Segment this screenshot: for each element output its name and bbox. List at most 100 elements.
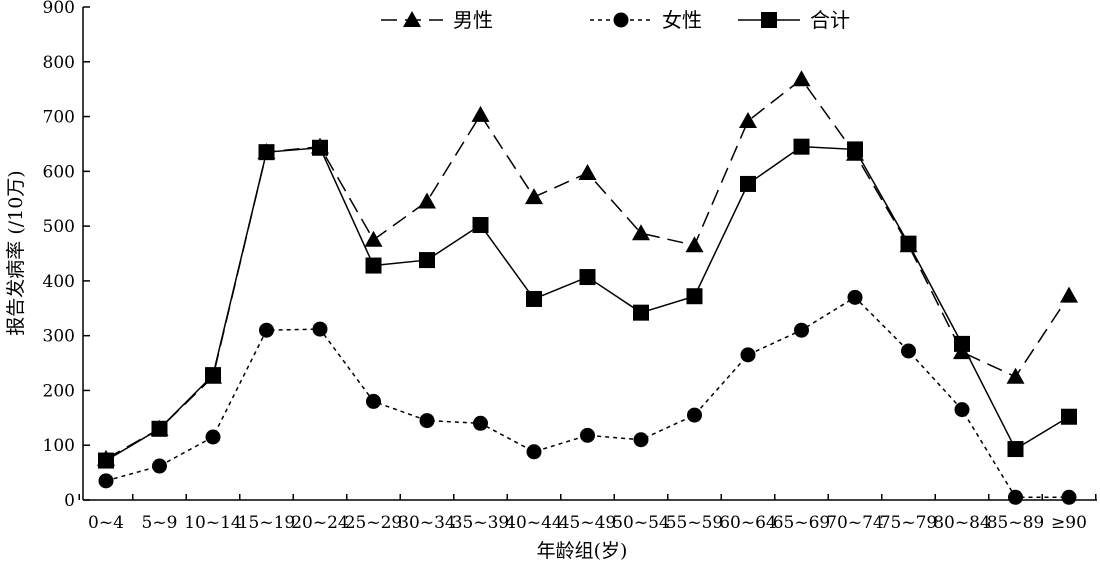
data-point-circle (312, 321, 328, 337)
data-point-triangle (632, 224, 650, 241)
y-tick-label: 700 (43, 108, 75, 128)
data-point-triangle (685, 236, 704, 253)
data-point-circle (794, 322, 809, 338)
data-point-circle (366, 393, 381, 409)
data-point-square (900, 235, 917, 252)
y-tick-label: 500 (43, 217, 75, 237)
data-point-circle (740, 347, 756, 363)
x-tick-label: 75~79 (880, 513, 938, 533)
data-point-square (633, 304, 649, 321)
legend-marker-triangle (403, 11, 421, 27)
data-point-square (419, 252, 435, 269)
data-point-square (472, 217, 489, 234)
x-tick-label: 30~34 (398, 513, 456, 533)
data-point-triangle (1006, 367, 1025, 384)
data-point-circle (259, 322, 274, 338)
legend-marker-square (761, 12, 777, 28)
series-square (98, 138, 1077, 469)
data-point-triangle (525, 188, 543, 205)
data-point-square (1007, 441, 1024, 458)
y-tick-label: 400 (43, 272, 75, 292)
legend-marker-circle (613, 12, 629, 28)
x-tick-label: 20~24 (291, 513, 349, 533)
x-axis-title: 年龄组(岁) (537, 540, 628, 562)
data-point-square (740, 175, 756, 192)
data-point-square (954, 335, 970, 352)
data-point-triangle (739, 111, 757, 128)
legend-item: 女性 (590, 8, 702, 32)
data-point-circle (1008, 489, 1023, 505)
x-tick-label: 50~54 (612, 513, 670, 533)
axes (82, 7, 1097, 501)
data-point-square (847, 141, 863, 158)
data-point-circle (847, 289, 863, 305)
x-tick-label: 45~49 (559, 513, 617, 533)
data-point-square (205, 367, 221, 384)
x-tick-label: ≥90 (1051, 513, 1087, 533)
legend-item: 合计 (738, 8, 850, 32)
data-point-circle (205, 429, 221, 445)
data-point-circle (687, 407, 702, 423)
data-point-square (151, 420, 168, 437)
x-tick-label: 35~39 (452, 513, 510, 533)
legend: 男性 女性 合计 (381, 8, 850, 32)
data-point-square (98, 452, 114, 469)
data-point-square (793, 138, 810, 155)
data-point-square (1061, 408, 1077, 425)
x-tick-label: 85~89 (987, 513, 1045, 533)
data-point-circle (580, 427, 595, 443)
data-point-circle (526, 444, 542, 460)
data-point-circle (419, 413, 435, 429)
x-tick-label: 55~59 (666, 513, 724, 533)
series-line (105, 296, 1069, 499)
data-point-triangle (364, 230, 383, 247)
x-tick-label: 40~44 (505, 513, 563, 533)
data-point-triangle (578, 163, 597, 180)
data-point-circle (1061, 489, 1077, 505)
series-line (105, 145, 1070, 462)
legend-label: 男性 (453, 8, 493, 32)
y-tick-label: 600 (43, 162, 75, 182)
legend-label: 合计 (810, 8, 850, 32)
y-axis-ticks: 0 100 200 300 400 500 600 700 800 900 (43, 0, 90, 511)
data-point-square (579, 269, 596, 286)
x-tick-label: 5~9 (142, 513, 178, 533)
y-axis-title: 报告发病率 (/10万) (5, 170, 27, 335)
x-tick-label: 0~4 (88, 513, 124, 533)
data-point-circle (152, 458, 167, 474)
series-circle (98, 289, 1077, 505)
x-tick-label: 70~74 (826, 513, 884, 533)
x-tick-label: 60~64 (719, 513, 777, 533)
data-point-square (258, 144, 275, 161)
x-tick-label: 15~19 (238, 513, 296, 533)
legend-label: 女性 (662, 8, 702, 32)
y-tick-label: 0 (64, 491, 75, 511)
y-tick-label: 900 (43, 0, 75, 18)
data-point-triangle (471, 105, 490, 122)
data-point-triangle (418, 192, 436, 209)
data-point-circle (901, 343, 916, 359)
y-tick-label: 200 (43, 381, 75, 401)
y-tick-label: 100 (43, 436, 75, 456)
data-point-square (365, 257, 382, 274)
series-triangle (97, 70, 1078, 466)
data-point-circle (473, 415, 488, 431)
data-point-triangle (1060, 286, 1078, 303)
y-tick-label: 300 (43, 327, 75, 347)
data-point-square (686, 288, 703, 305)
x-tick-label: 10~14 (184, 513, 242, 533)
data-point-triangle (792, 70, 811, 87)
x-tick-label: 65~69 (773, 513, 831, 533)
data-point-square (526, 290, 542, 307)
legend-item: 男性 (381, 8, 493, 32)
x-tick-label: 25~29 (345, 513, 403, 533)
series-group (97, 70, 1078, 505)
y-tick-label: 800 (43, 53, 75, 73)
x-axis-ticks: 0~4 5~9 10~1415~1920~2425~2930~3435~3940~4… (78, 494, 1097, 533)
data-point-square (312, 139, 328, 156)
data-point-circle (954, 402, 970, 418)
data-point-circle (98, 473, 114, 489)
data-point-circle (633, 432, 649, 448)
